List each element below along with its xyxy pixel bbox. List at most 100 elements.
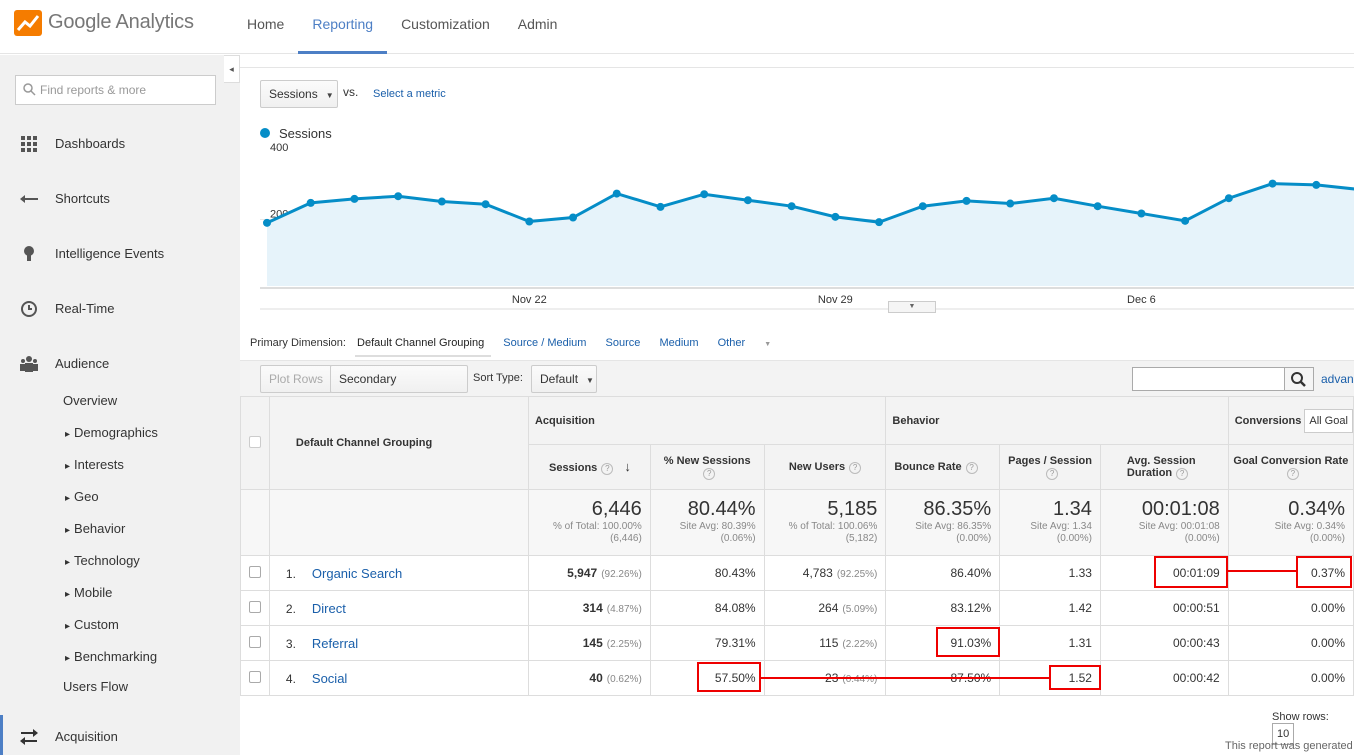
help-icon[interactable]: ? (1046, 467, 1059, 480)
sidebar-sub-demographics[interactable]: Demographics (65, 425, 158, 440)
row-new-users: 115 (2.22%) (763, 625, 887, 661)
plot-rows-button[interactable]: Plot Rows (260, 365, 333, 393)
row-new-users: 264 (5.09%) (763, 590, 887, 626)
row-sessions-pct: (2.25%) (606, 639, 642, 650)
nav-home[interactable]: Home (247, 16, 285, 32)
sort-type-select[interactable]: Default ▼ (531, 365, 597, 393)
acquisition-arrows-icon (20, 729, 38, 745)
sidebar-label-dashboards: Dashboards (55, 136, 126, 151)
table-filter-input[interactable] (1132, 367, 1286, 391)
sidebar-item-dashboards[interactable]: Dashboards (0, 129, 240, 159)
sidebar-sub-mobile[interactable]: Mobile (65, 585, 112, 600)
annotation-box-bounce (936, 627, 1000, 657)
sidebar-sub-geo[interactable]: Geo (65, 489, 99, 504)
row-dimension-link[interactable]: Organic Search (311, 565, 403, 581)
data-point (437, 197, 446, 206)
dimension-medium[interactable]: Medium (659, 337, 699, 349)
row-checkbox[interactable] (248, 565, 261, 578)
nav-admin[interactable]: Admin (517, 16, 558, 32)
sidebar-sub-users-flow[interactable]: Users Flow (63, 679, 129, 694)
row-sessions: 5,947 (92.26%) (527, 555, 651, 591)
help-icon[interactable]: ? (965, 461, 978, 474)
help-icon[interactable]: ? (849, 461, 862, 474)
col-goal-conversion[interactable]: Goal Conversion Rate? (1227, 444, 1354, 490)
data-point (525, 217, 534, 226)
help-icon[interactable]: ? (601, 463, 614, 475)
dimension-column-header[interactable]: Default Channel Grouping (268, 396, 529, 490)
sidebar-sub-behavior[interactable]: Behavior (65, 521, 125, 536)
row-checkbox[interactable] (248, 600, 261, 613)
total-avg-duration-sub2: (0.00%) (1184, 533, 1220, 544)
sidebar-item-acquisition[interactable]: Acquisition (0, 722, 240, 752)
total-avg-duration-value: 00:01:08 (1141, 498, 1220, 520)
row-new-users-pct: (92.25%) (836, 569, 878, 580)
row-dimension-link[interactable]: Referral (311, 635, 359, 651)
app-logo-text[interactable]: Google Analytics (48, 11, 194, 33)
col-sessions[interactable]: Sessions? ↓ (527, 444, 651, 490)
vs-label: vs. (343, 85, 359, 99)
row-new-sessions: 80.43% (649, 555, 765, 591)
help-icon[interactable]: ? (703, 467, 716, 480)
total-bounce-rate-sub: Site Avg: 86.35% (915, 521, 992, 532)
col-new-sessions[interactable]: % New Sessions? (649, 444, 765, 490)
row-bounce-rate: 83.12% (885, 590, 1001, 626)
row-dimension-link[interactable]: Direct (311, 600, 346, 616)
sidebar-sub-custom[interactable]: Custom (65, 617, 119, 632)
sidebar-sub-interests[interactable]: Interests (65, 457, 124, 472)
data-point (831, 212, 840, 221)
row-checkbox-cell (240, 625, 270, 661)
data-point (481, 200, 490, 209)
row-new-sessions: 79.31% (649, 625, 765, 661)
x-tick-label: Dec 6 (1127, 294, 1156, 306)
table-row: 3. Referral 145 (2.25%) 79.31% 115 (2.22%) 91.0… (240, 625, 1354, 661)
caret-down-icon: ▼ (586, 376, 594, 385)
report-search[interactable] (15, 75, 216, 105)
nav-reporting[interactable]: Reporting (298, 0, 388, 54)
col-bounce-rate[interactable]: Bounce Rate? (885, 444, 1001, 490)
select-all-checkbox[interactable] (248, 435, 261, 448)
active-section-indicator (0, 715, 3, 755)
data-point (962, 196, 971, 205)
dimension-source[interactable]: Source (605, 337, 641, 349)
total-new-sessions: 80.44% Site Avg: 80.39% (0.06%) (649, 489, 765, 556)
sort-arrow-icon: ↓ (624, 459, 631, 474)
sidebar-sub-technology[interactable]: Technology (65, 553, 140, 568)
row-goal-conversion: 0.00% (1227, 660, 1354, 696)
col-pages-session[interactable]: Pages / Session? (999, 444, 1101, 490)
row-sessions-pct: (4.87%) (606, 604, 642, 615)
row-sessions-value: 314 (582, 601, 603, 615)
select-metric-link[interactable]: Select a metric (373, 88, 446, 100)
help-icon[interactable]: ? (1286, 467, 1299, 480)
advanced-link[interactable]: advan (1321, 372, 1354, 386)
row-dimension-link[interactable]: Social (311, 670, 348, 686)
search-input[interactable] (40, 76, 210, 104)
sidebar-item-realtime[interactable]: Real-Time (0, 294, 240, 324)
sidebar-item-intelligence[interactable]: Intelligence Events (0, 239, 240, 269)
dimension-source-medium[interactable]: Source / Medium (503, 337, 587, 349)
row-checkbox[interactable] (248, 635, 261, 648)
help-icon[interactable]: ? (1176, 467, 1189, 480)
sidebar-sub-benchmarking[interactable]: Benchmarking (65, 649, 157, 664)
select-all-cell (240, 396, 270, 490)
chart-expand-icon[interactable]: ▼ (888, 301, 936, 313)
goal-select[interactable]: All Goal (1304, 408, 1353, 433)
table-filter-button[interactable] (1284, 367, 1314, 391)
analytics-logo-icon[interactable] (14, 10, 42, 36)
show-rows-select[interactable]: 10 (1272, 723, 1295, 745)
col-new-users[interactable]: New Users? (763, 444, 887, 490)
total-pages-session: 1.34 Site Avg: 1.34 (0.00%) (999, 489, 1101, 556)
dimension-other[interactable]: Other ▼ (718, 337, 788, 349)
sidebar-item-audience[interactable]: Audience (0, 349, 240, 379)
row-new-sessions: 84.08% (649, 590, 765, 626)
sidebar-sub-overview[interactable]: Overview (63, 393, 118, 408)
nav-customization[interactable]: Customization (401, 16, 490, 32)
row-number: 1. (285, 566, 296, 581)
col-avg-duration[interactable]: Avg. Session Duration? (1099, 444, 1229, 490)
secondary-dimension-select[interactable]: Secondary dimension▼ (330, 365, 468, 412)
row-checkbox[interactable] (248, 670, 261, 683)
sidebar-item-shortcuts[interactable]: Shortcuts (0, 184, 240, 214)
table-row: 2. Direct 314 (4.87%) 84.08% 264 (5.09%) 83.12%… (240, 590, 1354, 626)
collapse-sidebar-button[interactable]: ◂ (224, 55, 240, 83)
metric-select[interactable]: Sessions ▼ (260, 80, 338, 108)
